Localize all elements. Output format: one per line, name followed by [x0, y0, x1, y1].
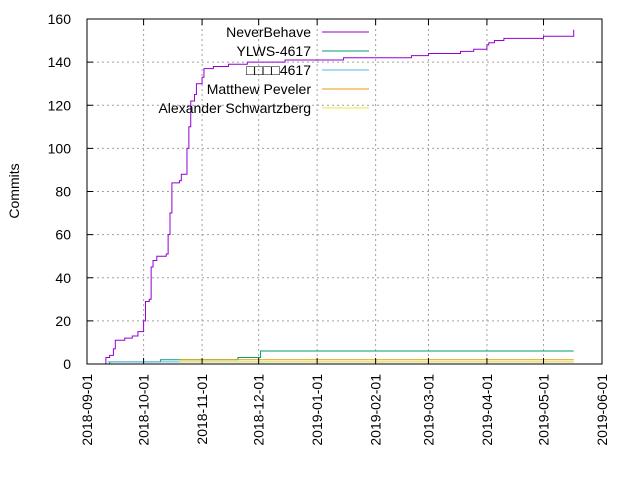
x-tick-label: 2019-02-01: [368, 374, 384, 446]
legend-label: Alexander Schwartzberg: [158, 100, 311, 116]
y-tick-label: 80: [55, 184, 71, 200]
y-tick-label: 100: [48, 140, 72, 156]
y-tick-label: 140: [48, 54, 72, 70]
y-tick-label: 160: [48, 11, 72, 27]
y-axis: 0 20 40 60 80 100 120 140 160: [48, 11, 602, 372]
x-tick-label: 2018-10-01: [136, 374, 152, 446]
x-tick-label: 2019-05-01: [536, 374, 552, 446]
legend-label: YLWS-4617: [237, 43, 312, 59]
x-axis: 2018-09-01 2018-10-01 2018-11-01 2018-12-01…: [79, 19, 610, 446]
series-line: [103, 29, 575, 365]
x-tick-label: 2019-03-01: [420, 374, 436, 446]
y-tick-label: 60: [55, 227, 71, 243]
x-tick-label: 2019-06-01: [594, 374, 610, 446]
legend-label: NeverBehave: [226, 24, 311, 40]
x-tick-label: 2019-01-01: [309, 374, 325, 446]
series-lines: [103, 29, 575, 365]
y-axis-title: Commits: [6, 163, 22, 218]
legend-label: Matthew Peveler: [207, 81, 312, 97]
y-tick-label: 40: [55, 270, 71, 286]
grid: [87, 19, 602, 364]
legend-label: □□□□4617: [246, 62, 311, 78]
plot-frame: [86, 18, 603, 365]
x-tick-label: 2018-09-01: [79, 374, 95, 446]
x-tick-label: 2018-11-01: [194, 374, 210, 445]
x-tick-label: 2019-04-01: [479, 374, 495, 446]
y-tick-label: 0: [63, 356, 71, 372]
y-tick-label: 20: [55, 313, 71, 329]
legend: NeverBehave YLWS-4617 □□□□4617 Matthew Peve…: [158, 24, 369, 116]
y-tick-label: 120: [48, 97, 72, 113]
x-tick-label: 2018-12-01: [251, 374, 267, 446]
